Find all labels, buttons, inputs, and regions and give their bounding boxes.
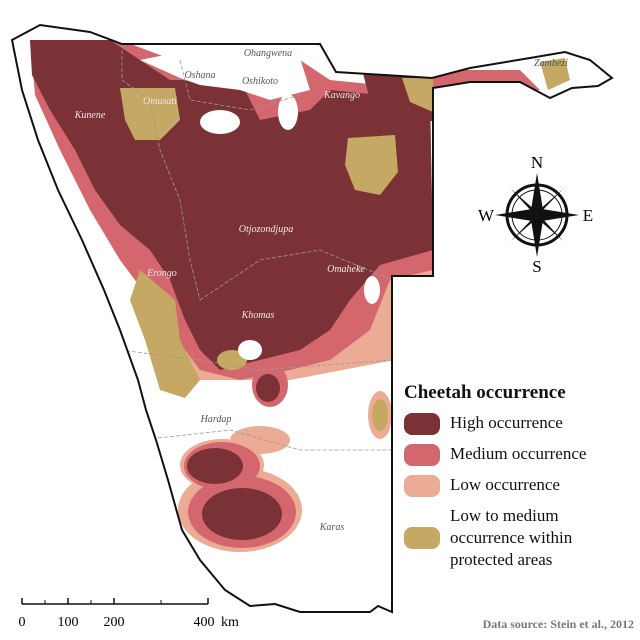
legend-label: High occurrence xyxy=(450,413,563,432)
region-label-omusati: Omusati xyxy=(143,96,177,107)
compass-rose: N S W E xyxy=(478,153,596,276)
region-label-zambezi: Zambezi xyxy=(534,58,568,69)
region-labels: Ohangwena Oshana Oshikoto Omusati Kunene Kava… xyxy=(74,48,568,533)
legend-swatch-low xyxy=(404,475,440,497)
legend-label: Low to medium occurrence within protecte… xyxy=(450,506,573,569)
region-label-kavango: Kavango xyxy=(323,90,360,101)
region-boundaries xyxy=(119,44,393,451)
legend-item: Medium occurrence xyxy=(404,443,634,466)
legend-label: Low occurrence xyxy=(450,475,560,494)
scale-tick: 200 xyxy=(104,615,125,630)
legend: Cheetah occurrence High occurrence Mediu… xyxy=(404,382,634,579)
region-label-kunene: Kunene xyxy=(74,110,106,121)
region-label-hardap: Hardap xyxy=(200,414,232,425)
compass-icon: N S W E xyxy=(478,153,593,276)
legend-item: High occurrence xyxy=(404,412,634,435)
data-source: Data source: Stein et al., 2012 xyxy=(482,617,634,631)
region-label-ohangwena: Ohangwena xyxy=(244,48,292,59)
region-label-otjozondjupa: Otjozondjupa xyxy=(239,224,293,235)
country-border xyxy=(10,23,614,614)
scale-bar: 0 100 200 400 km xyxy=(19,598,239,630)
compass-s: S xyxy=(532,257,541,275)
legend-swatch-medium xyxy=(404,444,440,466)
legend-swatch-high xyxy=(404,413,440,435)
region-label-oshana: Oshana xyxy=(184,70,215,81)
compass-w: W xyxy=(478,206,495,225)
compass-e: E xyxy=(583,206,593,225)
scale-tick: 400 xyxy=(194,615,215,630)
legend-title: Cheetah occurrence xyxy=(404,382,566,403)
legend-label: Medium occurrence xyxy=(450,444,587,463)
legend-item: Low to medium occurrence within protecte… xyxy=(404,505,634,571)
compass-n: N xyxy=(531,155,543,172)
legend-swatch-protected xyxy=(404,527,440,549)
region-label-omaheke: Omaheke xyxy=(327,264,365,275)
scale-unit: km xyxy=(221,615,239,630)
region-label-erongo: Erongo xyxy=(146,268,177,279)
protected-area-zones xyxy=(120,58,570,431)
scale-tick: 100 xyxy=(58,615,79,630)
region-label-khomas: Khomas xyxy=(241,310,275,321)
scale-tick: 0 xyxy=(19,615,26,630)
region-label-oshikoto: Oshikoto xyxy=(242,76,278,87)
legend-item: Low occurrence xyxy=(404,474,634,497)
region-label-karas: Karas xyxy=(319,522,345,533)
